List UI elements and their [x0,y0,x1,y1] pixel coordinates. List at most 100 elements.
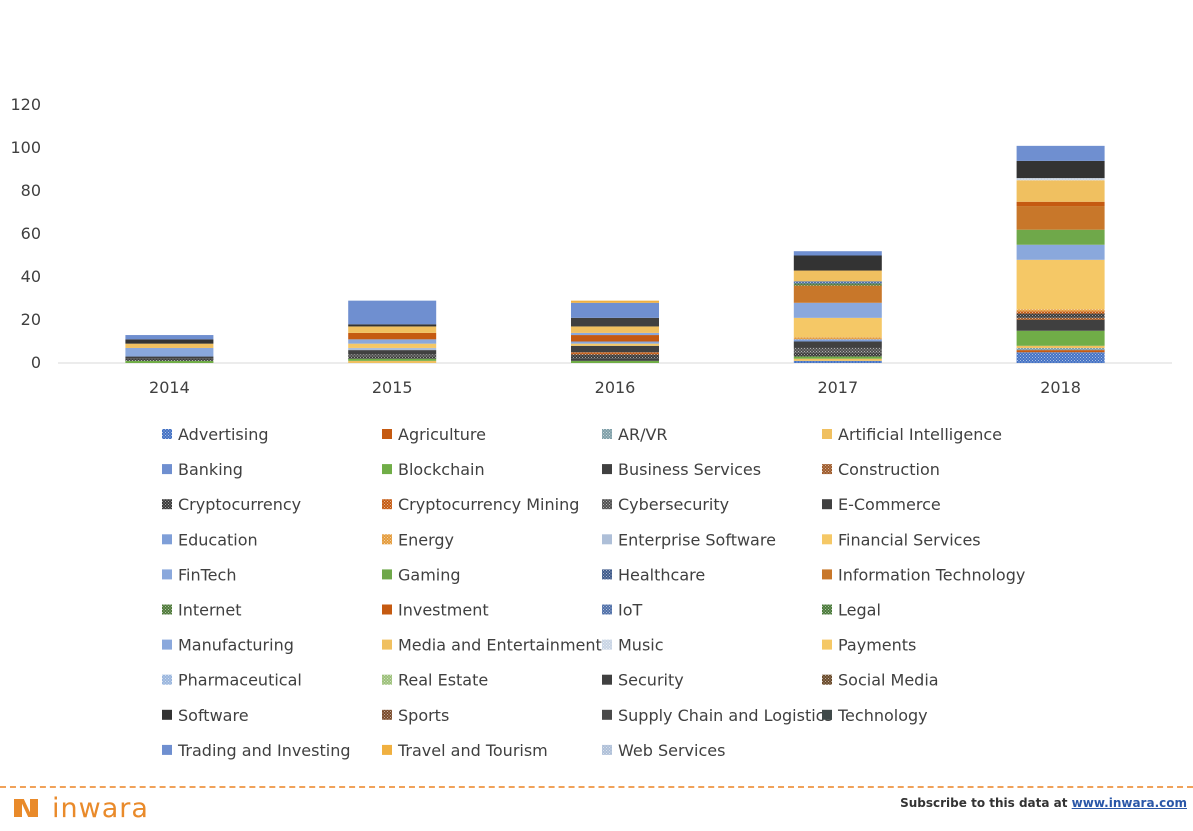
y-tick-label: 40 [21,267,41,286]
legend-label: Construction [838,460,940,479]
legend-label: Artificial Intelligence [838,425,1002,444]
legend-label: Music [618,636,664,655]
legend-swatch [602,639,612,650]
legend-item: Music [602,636,664,655]
legend-swatch [382,534,392,545]
legend-swatch [162,569,172,580]
legend-label: IoT [618,601,643,620]
bar-segment [571,343,659,346]
bar-segment [125,343,214,348]
subscribe-link[interactable]: www.inwara.com [1071,796,1187,810]
stacked-bar-chart: 0 20 40 60 80 100 120 2014 2015 2016 2017 2018 Adv… [10,95,1172,760]
bar-segment [1016,201,1105,207]
legend-item: Media and Entertainment [382,636,602,655]
legend-item: AR/VR [602,425,668,444]
legend-swatch [602,499,612,510]
legend-swatch [162,744,172,755]
bar-segment [793,341,882,348]
y-tick-label: 120 [10,95,41,114]
legend-swatch [382,639,392,650]
y-tick-label: 100 [10,138,41,157]
legend-swatch [162,429,172,439]
legend-label: FinTech [178,565,236,584]
bar-segment [793,255,882,271]
bar-segment [348,324,437,327]
legend-swatch [382,604,392,615]
legend-swatch [822,464,832,475]
x-tick-label: 2018 [1040,378,1081,397]
legend-label: Manufacturing [178,636,294,655]
x-tick-label: 2014 [149,378,190,397]
legend-label: Internet [178,601,242,620]
bar-segment [571,317,659,327]
legend-item: Financial Services [822,530,981,549]
bar-segment [1016,317,1105,320]
bar-stack-2017 [793,251,882,363]
bar-segment [571,326,659,333]
legend-swatch [382,499,392,510]
legend-label: Cryptocurrency Mining [398,495,579,514]
bar-segment [348,358,437,361]
legend-label: Healthcare [618,565,705,584]
bar-segment [793,360,882,363]
legend-swatch [162,534,172,545]
legend-swatch [822,674,832,685]
bar-segment [348,356,437,359]
bar-segment [793,281,882,284]
legend-swatch [602,429,612,439]
legend-item: Artificial Intelligence [822,425,1002,444]
bar-segment [793,317,882,338]
bar-segment [571,358,659,361]
legend-label: Information Technology [838,565,1025,584]
bar-segment [793,347,882,353]
legend-swatch [382,569,392,580]
legend-item: Social Media [822,671,939,690]
bar-segment [571,302,659,318]
bar-segment [571,335,659,342]
bar-segment [1016,347,1105,351]
legend-item: Travel and Tourism [382,741,548,760]
legend-label: Energy [398,530,454,549]
y-tick-label: 0 [31,353,41,372]
bar-segment [125,347,214,357]
legend-item: Blockchain [382,460,485,479]
legend-swatch [602,464,612,475]
bar-segment [1016,330,1105,346]
bar-stack-2018 [1016,145,1105,363]
bar-segment [1016,352,1105,363]
legend-item: Internet [162,601,242,620]
legend-swatch [382,429,392,439]
legend-swatch [162,464,172,475]
legend-swatch [602,534,612,545]
legend-label: Banking [178,460,243,479]
subscribe-note: Subscribe to this data at www.inwara.com [900,796,1187,810]
bar-segment [793,358,882,361]
bar-segment [1016,311,1105,314]
legend-swatch [382,709,392,720]
legend-item: Business Services [602,460,761,479]
legend-label: Gaming [398,565,461,584]
legend-item: Cybersecurity [602,495,729,514]
legend-label: AR/VR [618,425,668,444]
legend-swatch [602,674,612,685]
legend-item: FinTech [162,565,236,584]
legend-item: Pharmaceutical [162,671,302,690]
bar-segment [793,270,882,282]
bar-segment [793,356,882,359]
legend-label: Payments [838,636,916,655]
legend-swatch [162,499,172,510]
legend-swatch [602,744,612,755]
legend-item: Construction [822,460,940,479]
bar-segment [125,360,214,363]
bar-segment [1016,259,1105,310]
legend-item: Software [162,706,249,725]
bar-segment [793,283,882,286]
footer-divider [0,786,1193,788]
legend-swatch [822,709,832,720]
bar-segment [1016,180,1105,202]
y-tick-label: 60 [21,224,41,243]
legend-swatch [382,674,392,685]
subscribe-text: Subscribe to this data at [900,796,1072,810]
bar-segment [1016,350,1105,353]
bar-segment [571,300,659,303]
